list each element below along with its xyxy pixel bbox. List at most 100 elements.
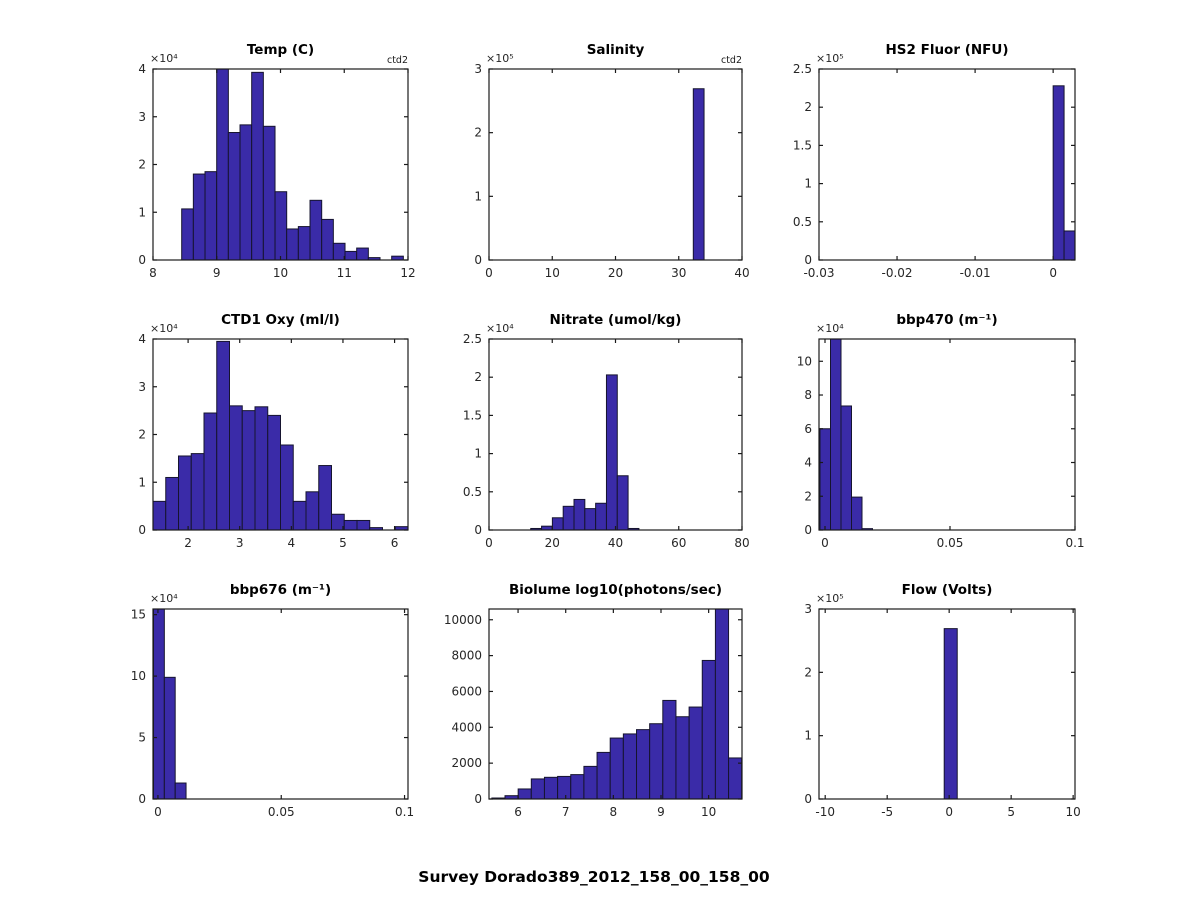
svg-text:0.1: 0.1 [395, 805, 414, 819]
svg-text:0: 0 [804, 792, 812, 806]
y-axis-offset-label: ×10⁴ [150, 322, 178, 335]
histogram-canvas: 0 0.05 0.1 0 2 4 6 8 10 [797, 338, 1085, 550]
svg-text:40: 40 [608, 536, 623, 550]
svg-text:0: 0 [821, 536, 829, 550]
subplot-title: HS2 Fluor (NFU) [885, 42, 1009, 58]
svg-text:10: 10 [797, 354, 812, 368]
svg-text:7: 7 [562, 805, 570, 819]
svg-text:2: 2 [804, 665, 812, 679]
subplot-title: bbp470 (m⁻¹) [896, 312, 998, 328]
svg-text:1: 1 [138, 205, 146, 219]
histogram-canvas: -10 -5 0 5 10 0 1 2 3 [804, 602, 1080, 819]
svg-text:2: 2 [138, 428, 146, 442]
svg-text:3: 3 [138, 380, 146, 394]
svg-text:0: 0 [138, 253, 146, 267]
y-axis-offset-label: ×10⁵ [816, 52, 844, 65]
svg-text:3: 3 [236, 536, 244, 550]
svg-text:2: 2 [804, 489, 812, 503]
subplot-title: Salinity [586, 42, 645, 58]
svg-text:10: 10 [131, 669, 146, 683]
svg-text:8: 8 [610, 805, 618, 819]
svg-text:6000: 6000 [451, 684, 482, 698]
subplot-title: bbp676 (m⁻¹) [229, 582, 332, 598]
svg-text:6: 6 [391, 536, 399, 550]
svg-text:1.5: 1.5 [463, 408, 482, 422]
y-axis-offset-label: ×10⁴ [150, 592, 178, 605]
subplot-temp: Temp (C) ×10⁴ ctd2 8 9 10 11 12 0 1 2 3 4 [73, 35, 438, 292]
svg-text:12: 12 [400, 266, 415, 280]
svg-text:4: 4 [804, 456, 812, 470]
histogram-canvas: 0 20 40 60 80 0 0.5 1 1.5 2 2.5 [463, 332, 750, 550]
svg-text:2: 2 [184, 536, 192, 550]
y-axis-offset-label: ×10⁴ [816, 322, 844, 335]
subplot-salinity: Salinity ×10⁵ ctd2 0 10 20 30 40 0 1 2 3 [409, 35, 772, 292]
svg-text:0.05: 0.05 [937, 536, 964, 550]
svg-text:0: 0 [485, 536, 493, 550]
subplot-bbp470: bbp470 (m⁻¹) ×10⁴ 0 0.05 0.1 0 2 4 6 8 10 [739, 305, 1105, 562]
svg-text:-10: -10 [815, 805, 835, 819]
svg-text:0.5: 0.5 [463, 485, 482, 499]
svg-text:3: 3 [138, 110, 146, 124]
svg-text:5: 5 [339, 536, 347, 550]
histogram-canvas: 0 10 20 30 40 0 1 2 3 [474, 62, 749, 280]
svg-text:2: 2 [138, 158, 146, 172]
subplot-biolume: Biolume log10(photons/sec) 6 7 8 9 10 0 2000 40… [409, 575, 772, 831]
svg-text:0.1: 0.1 [1065, 536, 1084, 550]
axes-annotation: ctd2 [386, 55, 408, 66]
svg-text:1.5: 1.5 [793, 138, 812, 152]
svg-text:1: 1 [474, 189, 482, 203]
svg-text:40: 40 [734, 266, 749, 280]
svg-text:-5: -5 [881, 805, 893, 819]
svg-text:-0.03: -0.03 [803, 266, 834, 280]
svg-text:0: 0 [485, 266, 493, 280]
svg-text:20: 20 [608, 266, 623, 280]
svg-text:0.05: 0.05 [268, 805, 295, 819]
svg-text:0: 0 [1049, 266, 1057, 280]
svg-text:10: 10 [273, 266, 288, 280]
histogram-canvas: 2 3 4 5 6 0 1 2 3 4 [138, 332, 409, 550]
svg-text:10: 10 [1065, 805, 1080, 819]
subplot-flow: Flow (Volts) ×10⁵ -10 -5 0 5 10 0 1 2 3 [739, 575, 1105, 831]
subplot-title: Biolume log10(photons/sec) [508, 582, 723, 598]
subplot-title: Flow (Volts) [901, 582, 993, 598]
subplot-title: CTD1 Oxy (ml/l) [221, 312, 340, 328]
histogram-canvas: -0.03 -0.02 -0.01 0 0 0.5 1 1.5 2 2.5 [793, 62, 1076, 280]
svg-text:6: 6 [804, 422, 812, 436]
svg-text:3: 3 [804, 602, 812, 616]
svg-text:30: 30 [671, 266, 686, 280]
subplot-nitrate: Nitrate (umol/kg) ×10⁴ 0 20 40 60 80 0 0.5 1 1.5… [409, 305, 772, 562]
svg-text:2.5: 2.5 [793, 62, 812, 76]
svg-text:10000: 10000 [444, 613, 482, 627]
svg-text:0: 0 [154, 805, 162, 819]
svg-text:10: 10 [701, 805, 716, 819]
svg-text:1: 1 [138, 475, 146, 489]
svg-text:0: 0 [804, 523, 812, 537]
svg-text:2: 2 [474, 370, 482, 384]
svg-text:0: 0 [474, 792, 482, 806]
svg-text:2: 2 [474, 126, 482, 140]
svg-text:2: 2 [804, 100, 812, 114]
svg-text:2000: 2000 [451, 756, 482, 770]
svg-text:2.5: 2.5 [463, 332, 482, 346]
svg-text:1: 1 [804, 729, 812, 743]
svg-text:8: 8 [149, 266, 157, 280]
svg-text:15: 15 [131, 608, 146, 622]
subplot-hs2-fluor: HS2 Fluor (NFU) ×10⁵ -0.03 -0.02 -0.01 0 0 0.… [739, 35, 1105, 292]
svg-text:0.5: 0.5 [793, 215, 812, 229]
svg-text:0: 0 [804, 253, 812, 267]
svg-text:11: 11 [337, 266, 352, 280]
svg-text:4000: 4000 [451, 720, 482, 734]
svg-text:6: 6 [514, 805, 522, 819]
y-axis-offset-label: ×10⁵ [816, 592, 844, 605]
subplot-title: Temp (C) [246, 42, 315, 58]
svg-text:4: 4 [288, 536, 296, 550]
svg-text:0: 0 [474, 253, 482, 267]
svg-text:0: 0 [474, 523, 482, 537]
svg-text:1: 1 [804, 177, 812, 191]
svg-text:5: 5 [138, 731, 146, 745]
svg-text:-0.01: -0.01 [960, 266, 991, 280]
subplot-title: Nitrate (umol/kg) [549, 312, 682, 328]
axes-annotation: ctd2 [720, 55, 742, 66]
